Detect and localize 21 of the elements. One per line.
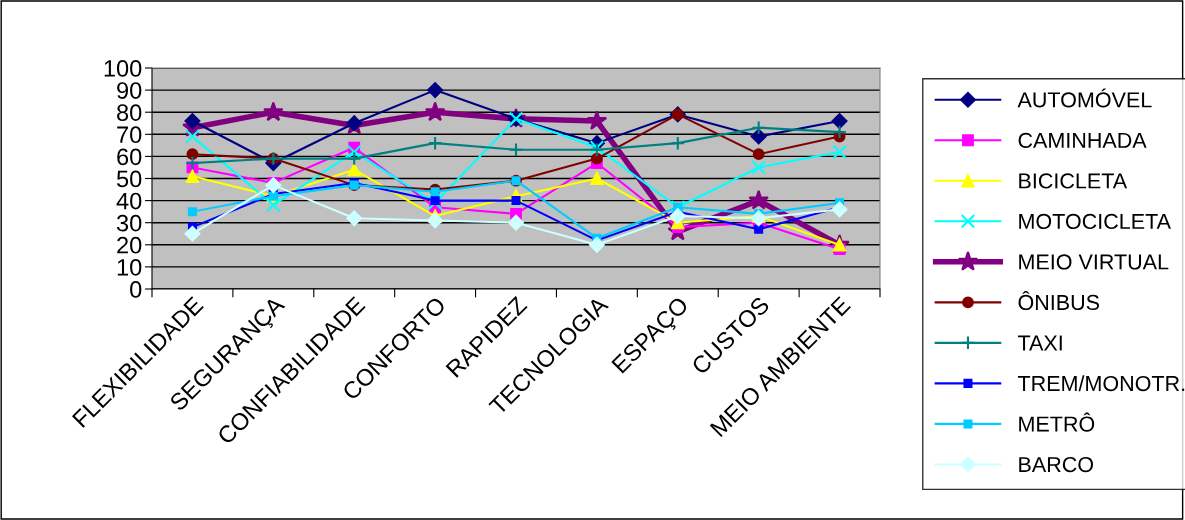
legend-label: TREM/MONOTR. — [1017, 375, 1185, 392]
y-tick-label: 50 — [116, 170, 142, 188]
y-tick-label: 30 — [116, 214, 142, 232]
legend-label: MEIO VIRTUAL — [1019, 254, 1169, 270]
legend-label: ÔNIBUS — [1018, 291, 1100, 311]
legend-label: MOTOCICLETA — [1019, 213, 1171, 230]
legend-label: CAMINHADA — [1018, 132, 1147, 149]
legend-label: TAXI — [1017, 335, 1062, 351]
y-tick-label: 70 — [117, 126, 142, 144]
legend-label: METRÔ — [1019, 412, 1095, 432]
y-tick-label: 90 — [117, 82, 142, 99]
y-tick-label: 10 — [117, 258, 142, 276]
legend-label: BARCO — [1019, 456, 1094, 473]
y-tick-label: 80 — [117, 104, 142, 121]
legend-label: BICICLETA — [1019, 173, 1128, 189]
y-tick-label: 100 — [104, 60, 142, 77]
legend-label: AUTOMÓVEL — [1017, 88, 1152, 108]
y-tick-label: 40 — [116, 192, 142, 210]
y-tick-label: 0 — [130, 281, 142, 298]
y-tick-label: 20 — [117, 236, 142, 254]
y-tick-label: 60 — [117, 148, 142, 166]
